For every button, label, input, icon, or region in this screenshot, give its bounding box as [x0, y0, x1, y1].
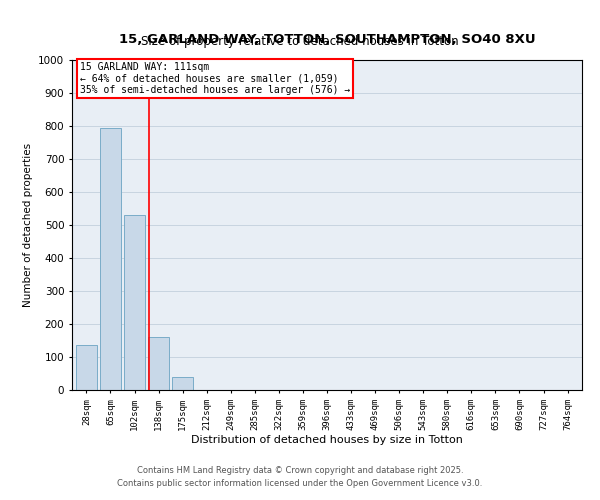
Bar [148, 337, 169, 390]
Bar [100, 128, 121, 390]
Text: 15 GARLAND WAY: 111sqm
← 64% of detached houses are smaller (1,059)
35% of semi-: 15 GARLAND WAY: 111sqm ← 64% of detached… [80, 62, 350, 95]
Bar [124, 215, 145, 390]
Y-axis label: Number of detached properties: Number of detached properties [23, 143, 32, 307]
Text: Size of property relative to detached houses in Totton: Size of property relative to detached ho… [141, 35, 459, 48]
Text: Contains HM Land Registry data © Crown copyright and database right 2025.
Contai: Contains HM Land Registry data © Crown c… [118, 466, 482, 487]
Title: 15, GARLAND WAY, TOTTON, SOUTHAMPTON, SO40 8XU: 15, GARLAND WAY, TOTTON, SOUTHAMPTON, SO… [119, 34, 535, 46]
X-axis label: Distribution of detached houses by size in Totton: Distribution of detached houses by size … [191, 436, 463, 446]
Bar [76, 346, 97, 390]
Bar [172, 378, 193, 390]
